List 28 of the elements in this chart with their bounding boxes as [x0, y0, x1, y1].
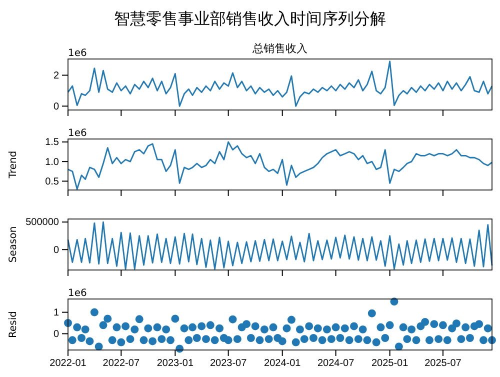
y-tick-label: 1.0 — [45, 156, 60, 168]
line-series — [67, 221, 493, 270]
x-tick-label: 2024-01 — [264, 358, 302, 370]
y-axis-title: Trend — [8, 150, 19, 180]
chart-subtitle: 总销售收入 — [252, 42, 308, 55]
x-tick-label: 2025-07 — [424, 358, 462, 370]
y-tick-label: 0 — [53, 328, 60, 340]
y-tick-label: 1 — [53, 307, 60, 318]
x-tick-label: 2022-07 — [102, 358, 140, 370]
y-tick-label: 2 — [53, 70, 60, 82]
y-tick-label: 0 — [53, 101, 60, 112]
chart-title: 智慧零售事业部销售收入时间序列分解 — [114, 9, 386, 28]
x-tick-label: 2022-01 — [50, 358, 87, 370]
x-tick-label: 2023-01 — [156, 358, 194, 370]
annotation: 1e6 — [68, 128, 87, 139]
y-axis-title: Season — [8, 226, 19, 263]
y-tick-label: 500000 — [26, 217, 60, 228]
y-tick-label: 0 — [53, 244, 60, 256]
y-axis-title: Resid — [8, 311, 19, 338]
line-series — [67, 60, 493, 107]
annotation: 1e6 — [68, 48, 87, 59]
annotation: 1e6 — [68, 288, 87, 299]
x-tick-label: 2024-07 — [317, 358, 355, 370]
x-tick-label: 2025-01 — [371, 358, 409, 370]
y-tick-label: 0.5 — [45, 176, 60, 188]
y-tick-label: 1.5 — [45, 137, 60, 148]
line-series — [67, 141, 493, 190]
x-tick-label: 2023-07 — [210, 358, 248, 370]
